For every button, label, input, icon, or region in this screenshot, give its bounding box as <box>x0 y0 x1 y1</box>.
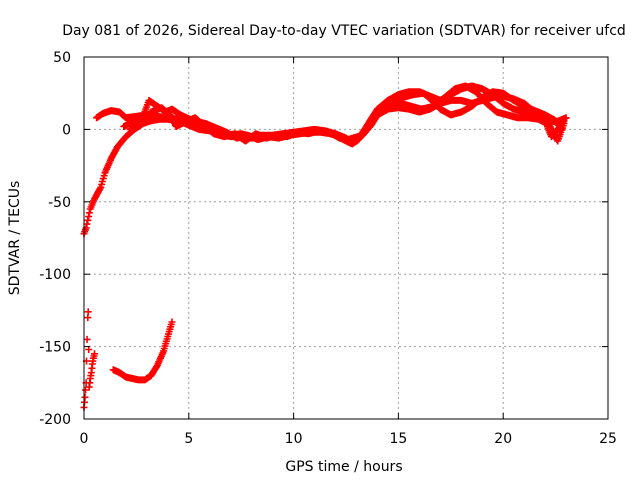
x-tick-label: 5 <box>184 431 193 447</box>
series-track-e <box>80 308 98 411</box>
grid-lines <box>84 57 608 419</box>
plot-frame <box>83 56 609 420</box>
y-tick-label: -100 <box>39 267 71 283</box>
y-axis-label: SDTVAR / TECUs <box>7 181 23 296</box>
axis-ticks: 0 5 10 15 20 25 -200 -150 -100 -50 0 50 <box>39 50 617 447</box>
x-tick-label: 0 <box>80 431 89 447</box>
point-markers <box>80 308 98 411</box>
x-tick-label: 10 <box>285 431 303 447</box>
x-tick-label: 15 <box>389 431 407 447</box>
chart-title: Day 081 of 2026, Sidereal Day-to-day VTE… <box>62 23 626 39</box>
x-tick-label: 20 <box>494 431 512 447</box>
series-track-d <box>126 82 568 145</box>
series-track-f <box>109 318 176 384</box>
point-markers <box>126 82 568 145</box>
x-tick-label: 25 <box>599 431 617 447</box>
y-tick-label: -200 <box>39 412 71 428</box>
y-tick-label: 50 <box>53 50 71 66</box>
x-axis-label: GPS time / hours <box>285 459 402 475</box>
y-tick-label: -150 <box>39 340 71 356</box>
point-markers <box>109 318 176 384</box>
y-tick-label: -50 <box>48 195 71 211</box>
data-points <box>80 82 570 411</box>
y-tick-label: 0 <box>62 122 71 138</box>
